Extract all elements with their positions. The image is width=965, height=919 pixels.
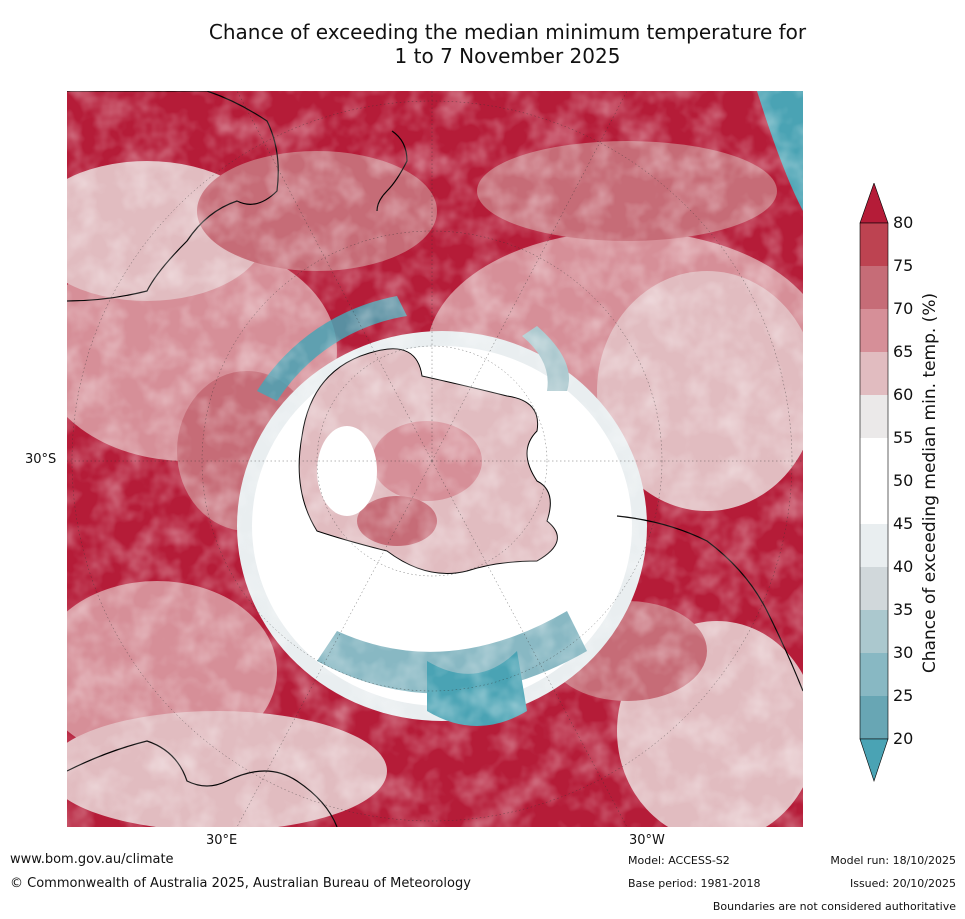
colorbar-bin [860,696,888,740]
longitude-label-east: 30°E [206,833,238,848]
title-line-1: Chance of exceeding the median minimum t… [208,20,807,44]
colorbar-bin [860,438,888,482]
colorbar-bin [860,223,888,267]
colorbar-bin [860,524,888,568]
colorbar-tick-label: 35 [893,600,914,619]
colorbar-bin [860,610,888,654]
colorbar-tick-label: 75 [893,256,914,275]
graticule [67,91,803,827]
mottle-overlay [67,91,803,827]
colorbar-tick-label: 65 [893,342,914,361]
colorbar-bin [860,266,888,310]
colorbar-extend-low [859,738,889,782]
longitude-label-west: 30°W [629,833,665,848]
colorbar-tick-label: 55 [893,428,914,447]
map-title: Chance of exceeding the median minimum t… [0,20,965,68]
colorbar-tick-label: 60 [893,385,914,404]
colorbar-bin [860,395,888,439]
title-line-2: 1 to 7 November 2025 [394,44,621,68]
footer-base-period: Base period: 1981-2018 [628,877,761,890]
colorbar-tick-label: 80 [893,213,914,232]
colorbar-tick-label: 70 [893,299,914,318]
colorbar-bin [860,352,888,396]
footer-model-run: Model run: 18/10/2025 [830,854,956,867]
colorbar-tick-label: 45 [893,514,914,533]
map-canvas [67,91,803,827]
footer-issued: Issued: 20/10/2025 [849,877,956,890]
colorbar-tick-label: 30 [893,643,914,662]
colorbar [859,183,889,782]
colorbar-bin [860,567,888,611]
colorbar-label: Chance of exceeding median min. temp. (%… [920,292,940,674]
colorbar-bin [860,309,888,353]
colorbar-bin [860,653,888,697]
colorbar-bin [860,481,888,525]
colorbar-tick-label: 40 [893,557,914,576]
colorbar-tick-label: 25 [893,686,914,705]
footer-model: Model: ACCESS-S2 [628,854,730,867]
probability-map [67,91,803,827]
footer-disclaimer: Boundaries are not considered authoritat… [712,900,956,913]
colorbar-tick-label: 20 [893,729,914,748]
latitude-label: 30°S [25,452,57,467]
footer-copyright: © Commonwealth of Australia 2025, Austra… [10,876,471,891]
footer-url[interactable]: www.bom.gov.au/climate [10,852,174,867]
colorbar-extend-high [859,183,889,224]
colorbar-tick-label: 50 [893,471,914,490]
